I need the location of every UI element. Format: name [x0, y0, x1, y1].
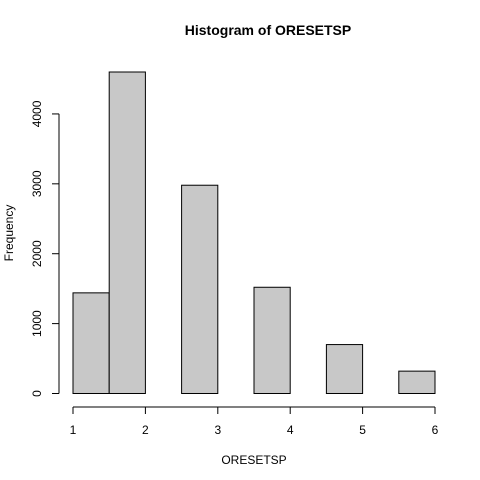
y-tick-label-2: 2000 — [30, 240, 44, 267]
y-axis: 0 1000 2000 3000 4000 — [30, 100, 60, 397]
x-tick-label-0: 1 — [70, 423, 77, 437]
y-tick-label-1: 1000 — [30, 310, 44, 337]
histogram-bar-9 — [398, 370, 436, 395]
bars-group — [72, 71, 436, 395]
histogram-bar-0 — [72, 292, 110, 395]
x-tick-label-5: 6 — [432, 423, 439, 437]
histogram-bar-3 — [181, 184, 219, 394]
histogram-bar-7 — [325, 344, 364, 394]
histogram-bar-5 — [253, 286, 291, 395]
histogram-bar-1 — [108, 71, 146, 394]
y-tick-label-0: 0 — [30, 390, 44, 397]
x-tick-label-1: 2 — [142, 423, 149, 437]
y-tick-label-4: 4000 — [30, 100, 44, 127]
x-tick-label-3: 4 — [287, 423, 294, 437]
x-axis-label: ORESETSP — [221, 453, 286, 467]
chart-title: Histogram of ORESETSP — [185, 22, 351, 38]
x-tick-label-2: 3 — [214, 423, 221, 437]
x-tick-label-4: 5 — [359, 423, 366, 437]
x-axis: 1 2 3 4 5 6 — [70, 406, 439, 437]
y-tick-label-3: 3000 — [30, 170, 44, 197]
y-axis-label: Frequency — [2, 205, 16, 262]
